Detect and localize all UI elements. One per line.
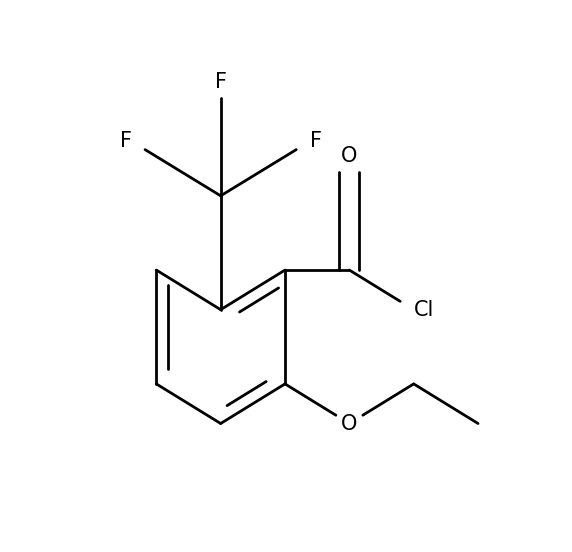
Text: F: F xyxy=(214,72,227,92)
Text: F: F xyxy=(120,131,132,151)
Text: Cl: Cl xyxy=(414,300,434,320)
Text: F: F xyxy=(310,131,322,151)
Text: O: O xyxy=(341,146,358,166)
Text: O: O xyxy=(341,413,358,433)
